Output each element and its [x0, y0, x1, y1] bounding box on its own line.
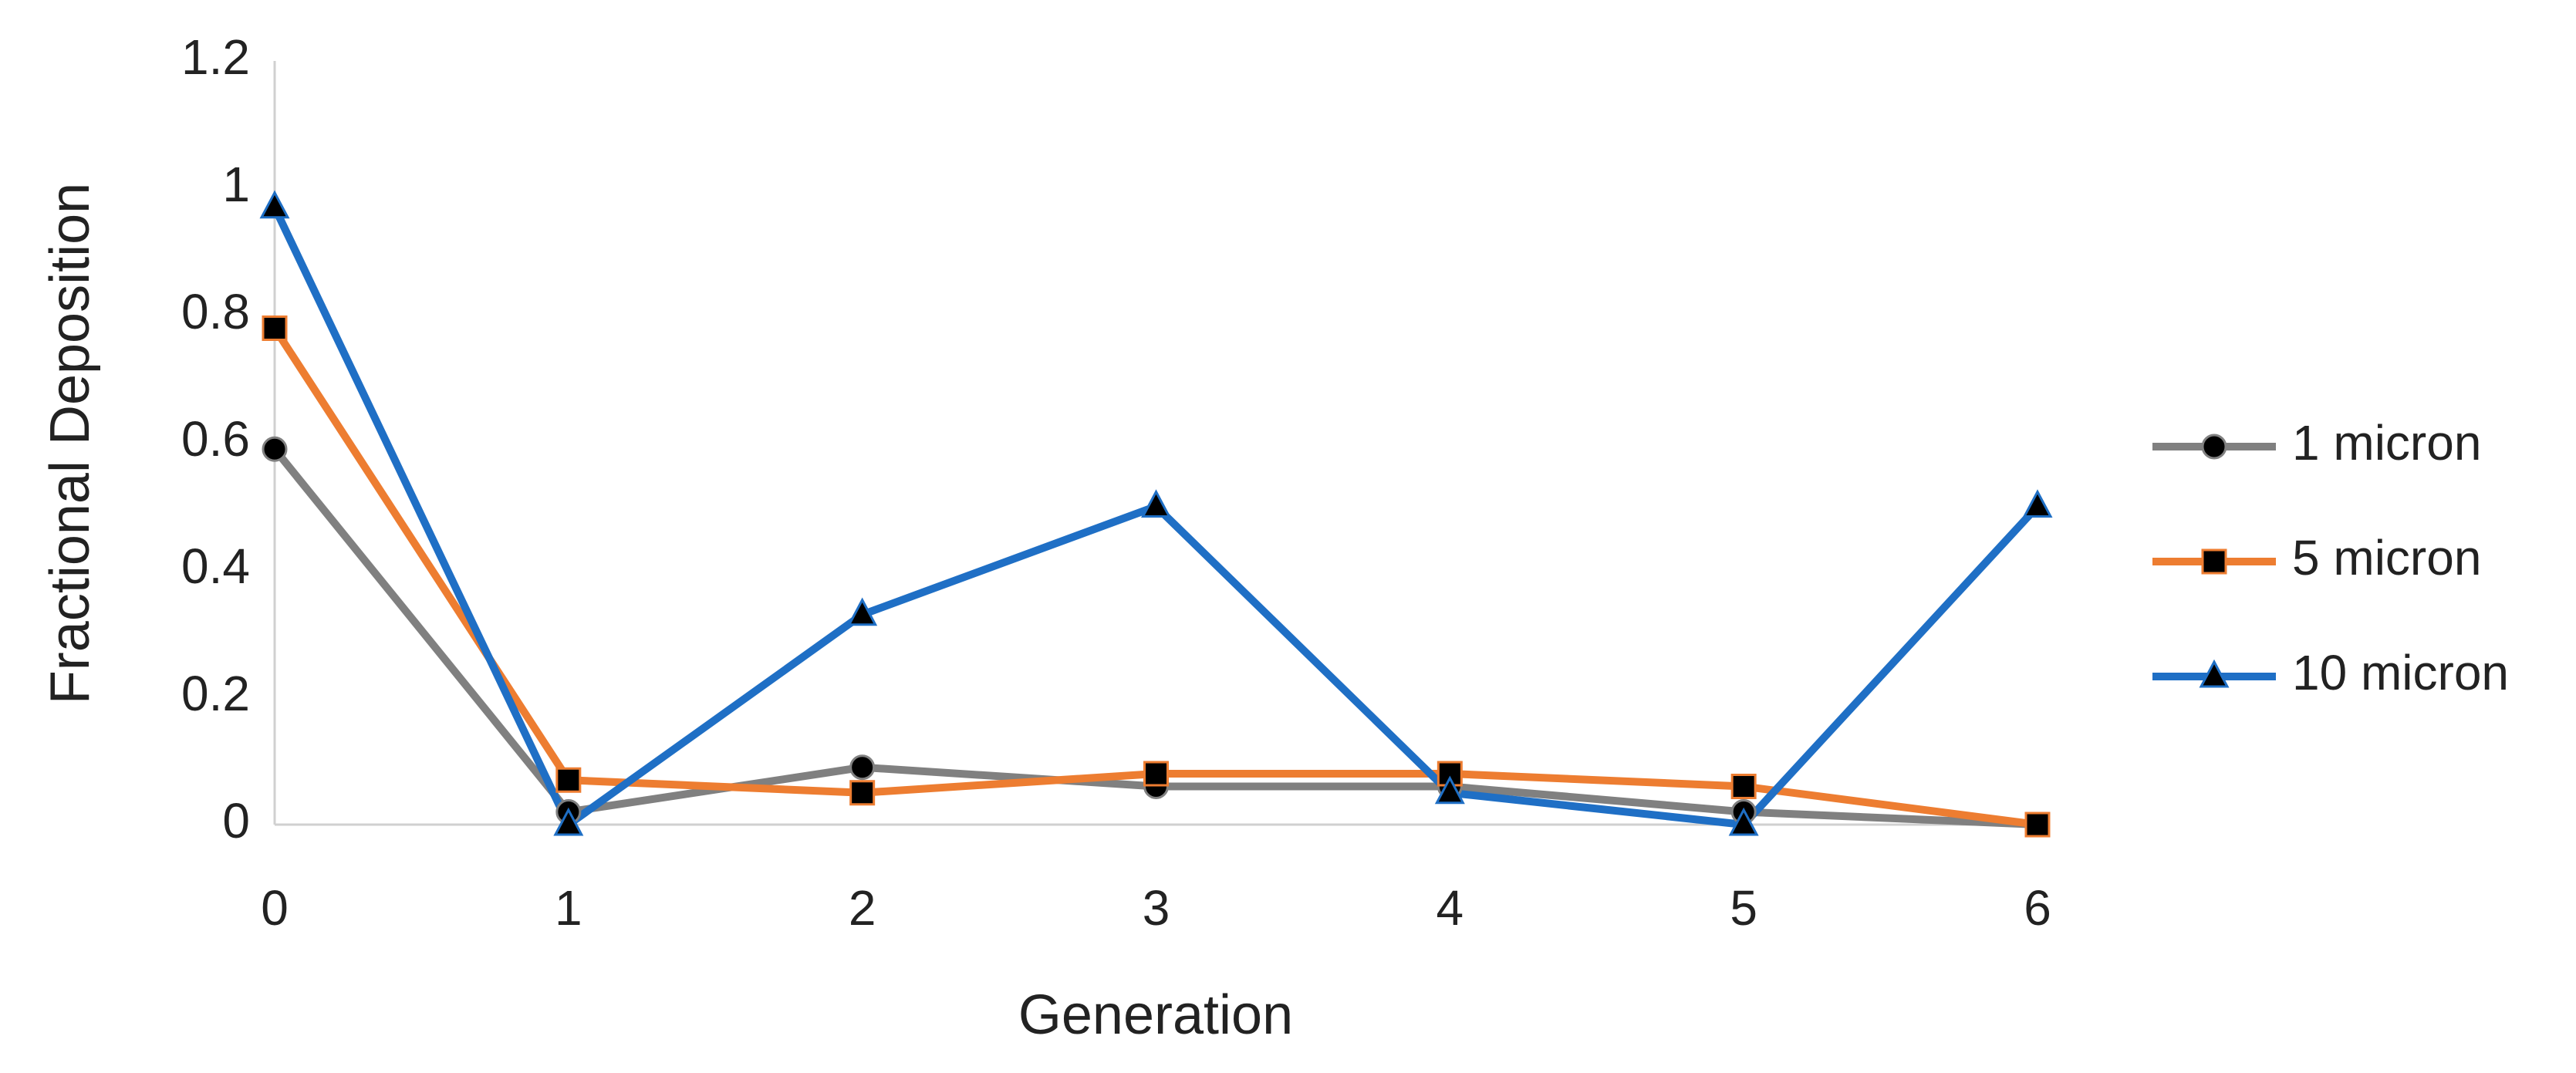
y-axis-title: Fractional Deposition [39, 183, 101, 704]
y-tick-label: 0.6 [181, 411, 250, 467]
data-point [1728, 807, 1759, 836]
legend-marker [2201, 434, 2227, 460]
legend-label: 10 micron [2292, 645, 2509, 700]
data-point [262, 315, 288, 341]
x-tick-label: 3 [1143, 880, 1170, 936]
data-point [555, 767, 582, 793]
legend-label: 1 micron [2292, 415, 2481, 471]
data-point [2022, 489, 2053, 518]
data-point [1434, 775, 1465, 805]
data-point [1141, 489, 1171, 518]
data-point [849, 780, 876, 806]
legend-marker [2201, 548, 2227, 575]
data-point [259, 190, 290, 219]
data-point [2024, 811, 2051, 838]
x-tick-label: 2 [849, 880, 876, 936]
y-tick-label: 0 [222, 793, 250, 849]
y-tick-label: 0.8 [181, 284, 250, 339]
y-tick-label: 1 [222, 157, 250, 212]
data-point [262, 436, 288, 462]
x-tick-label: 6 [2024, 880, 2051, 936]
y-tick-label: 0.2 [181, 666, 250, 721]
x-tick-label: 0 [261, 880, 289, 936]
legend-label: 5 micron [2292, 530, 2481, 585]
x-axis-title: Generation [1018, 984, 1293, 1046]
legend-marker [2199, 659, 2230, 688]
x-tick-label: 1 [555, 880, 582, 936]
x-tick-label: 4 [1437, 880, 1464, 936]
y-tick-label: 0.4 [181, 538, 250, 594]
x-tick-label: 5 [1730, 880, 1757, 936]
data-point [1730, 774, 1757, 799]
data-point [1143, 761, 1169, 787]
data-point [553, 807, 584, 836]
y-tick-label: 1.2 [181, 29, 250, 85]
data-point [849, 754, 876, 781]
data-point [847, 597, 878, 626]
